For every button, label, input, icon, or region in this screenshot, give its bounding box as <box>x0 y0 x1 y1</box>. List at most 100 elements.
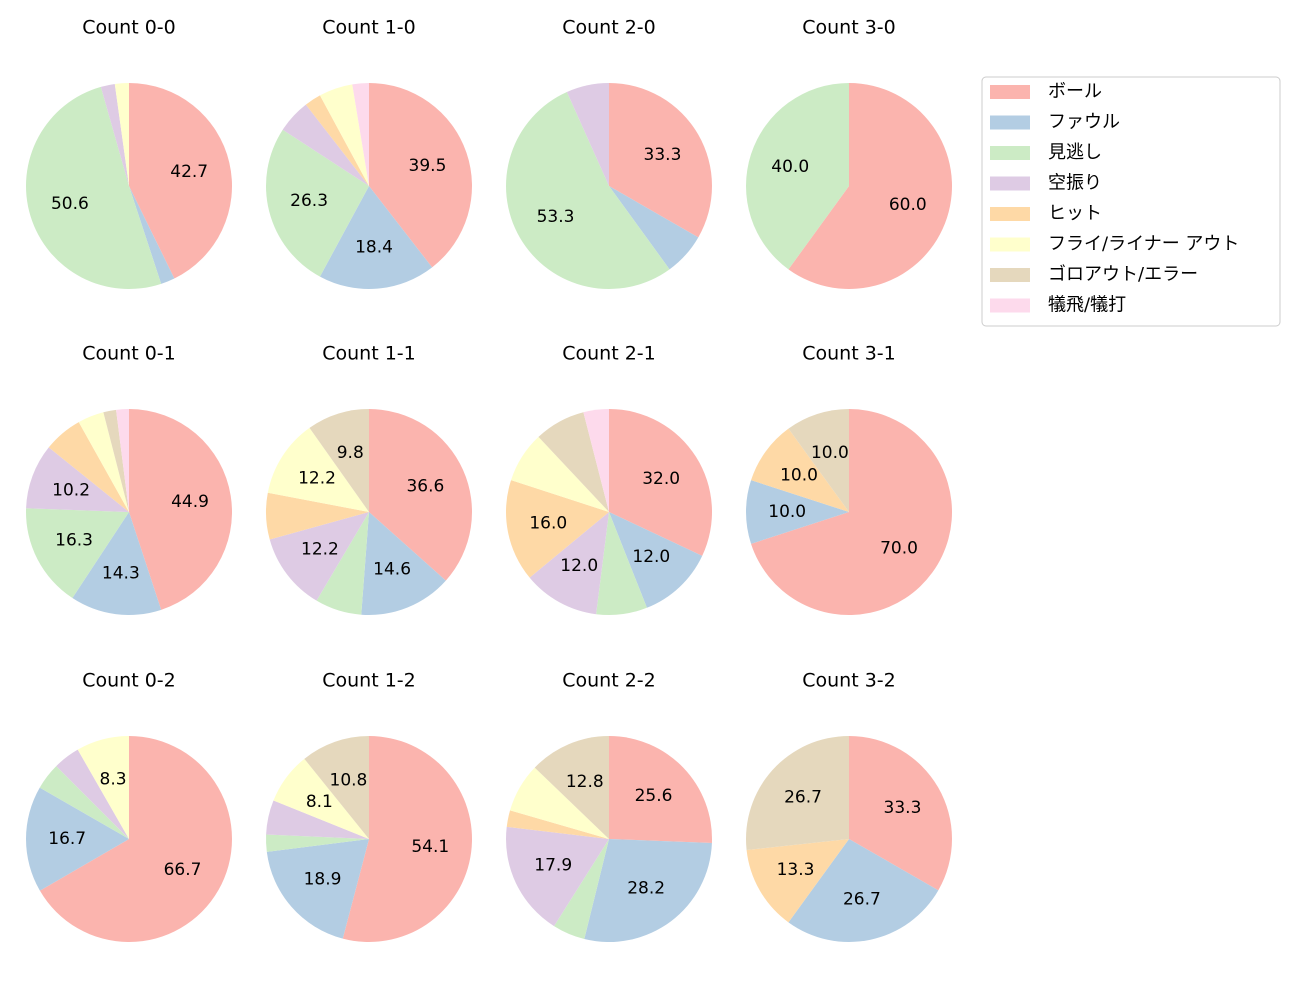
pie-slice <box>849 736 952 891</box>
slice-label: 28.2 <box>627 878 665 898</box>
pie-slice <box>304 736 369 839</box>
slice-label: 40.0 <box>771 157 809 177</box>
pie-slice <box>319 186 433 289</box>
slice-label: 14.3 <box>102 563 140 583</box>
pie-slice <box>78 412 129 512</box>
slice-label: 26.7 <box>784 788 822 808</box>
legend-label: 見逃し <box>1048 142 1102 163</box>
slice-label: 18.4 <box>355 238 393 258</box>
pie-slice <box>506 91 670 289</box>
pie-slice <box>100 83 129 186</box>
pie-slice <box>48 422 129 512</box>
slice-label: 10.8 <box>330 771 368 791</box>
chart-title: Count 0-2 <box>82 670 176 692</box>
legend-swatch <box>990 207 1030 221</box>
pie-slice <box>319 84 369 186</box>
chart-title: Count 2-2 <box>562 670 656 692</box>
slice-label: 18.9 <box>304 870 342 890</box>
chart-title: Count 0-1 <box>82 343 176 365</box>
slice-label: 13.3 <box>777 860 815 880</box>
pie-slice <box>266 800 369 839</box>
pie-slice <box>56 749 129 839</box>
slice-label: 16.7 <box>48 829 86 849</box>
legend-swatch <box>990 176 1030 191</box>
legend-swatch <box>990 298 1030 313</box>
pie-slice <box>342 736 472 942</box>
pie-slice <box>77 736 129 839</box>
pie-slice <box>316 512 369 615</box>
pie-slice <box>554 839 609 939</box>
pie-slice <box>129 186 175 284</box>
pie-slice <box>39 766 129 839</box>
slice-label: 70.0 <box>880 538 918 558</box>
pie-slice <box>25 787 129 891</box>
pie-slice <box>746 839 849 923</box>
slice-label: 26.7 <box>843 889 881 909</box>
slice-label: 54.1 <box>411 837 449 857</box>
pie-slice <box>506 826 609 927</box>
pie-slice <box>273 758 369 839</box>
chart-title: Count 3-0 <box>802 17 896 39</box>
slice-label: 16.0 <box>529 514 567 534</box>
slice-label: 12.8 <box>566 772 604 792</box>
legend-swatch <box>990 237 1030 252</box>
legend-swatch <box>990 146 1030 160</box>
legend-label: フライ/ライナー アウト <box>1048 234 1239 255</box>
legend-swatch <box>990 115 1030 130</box>
slice-label: 8.1 <box>306 792 333 812</box>
legend-label: ファウル <box>1048 112 1120 133</box>
pie-slice <box>746 736 849 850</box>
slice-label: 36.6 <box>406 477 444 497</box>
slice-label: 10.0 <box>780 466 818 486</box>
slice-label: 33.3 <box>884 798 922 818</box>
pie-slice <box>596 512 647 615</box>
slice-label: 42.7 <box>170 162 208 182</box>
slice-label: 12.0 <box>560 556 598 576</box>
slice-label: 10.2 <box>52 480 90 500</box>
pie-slice <box>26 508 129 599</box>
slice-label: 44.9 <box>171 492 209 512</box>
legend-label: 犠飛/犠打 <box>1048 295 1126 316</box>
pie-slice <box>510 767 609 839</box>
slice-label: 17.9 <box>534 856 572 876</box>
pie-slice <box>116 409 129 512</box>
pie-slice <box>265 492 369 540</box>
slice-label: 12.2 <box>301 540 339 560</box>
pie-slice <box>746 480 849 544</box>
pie-slice <box>511 436 609 512</box>
pie-slice <box>266 839 369 939</box>
chart-title: Count 0-0 <box>82 17 176 39</box>
chart-title: Count 1-0 <box>322 17 416 39</box>
pie-slice <box>746 83 849 270</box>
pie-slice <box>26 447 129 512</box>
pie-slice <box>609 736 713 844</box>
pie-slice <box>305 95 369 186</box>
slice-label: 32.0 <box>642 469 680 489</box>
slice-label: 14.6 <box>373 559 411 579</box>
legend-swatch <box>990 268 1030 282</box>
slice-label: 12.0 <box>632 547 670 567</box>
pie-slice <box>361 512 446 615</box>
slice-label: 26.3 <box>290 191 328 211</box>
chart-title: Count 1-2 <box>322 670 416 692</box>
slice-label: 12.2 <box>298 469 336 489</box>
slice-label: 8.3 <box>100 769 127 789</box>
pie-slice <box>266 834 369 852</box>
slice-label: 9.8 <box>337 443 364 463</box>
pie-slice <box>609 512 703 608</box>
legend-label: ボール <box>1048 81 1102 102</box>
pie-slice <box>788 839 939 942</box>
chart-title: Count 2-0 <box>562 17 656 39</box>
pie-slice <box>788 409 849 512</box>
pie-slice <box>267 427 369 512</box>
slice-label: 66.7 <box>164 860 202 880</box>
legend-box <box>981 76 1281 327</box>
pie-slice <box>788 83 952 289</box>
pie-slice <box>309 409 369 512</box>
pie-slice <box>609 83 712 238</box>
pie-slice <box>584 839 712 943</box>
pie-slice <box>269 512 369 601</box>
pie-slice <box>529 512 609 615</box>
pie-slice <box>534 736 609 839</box>
